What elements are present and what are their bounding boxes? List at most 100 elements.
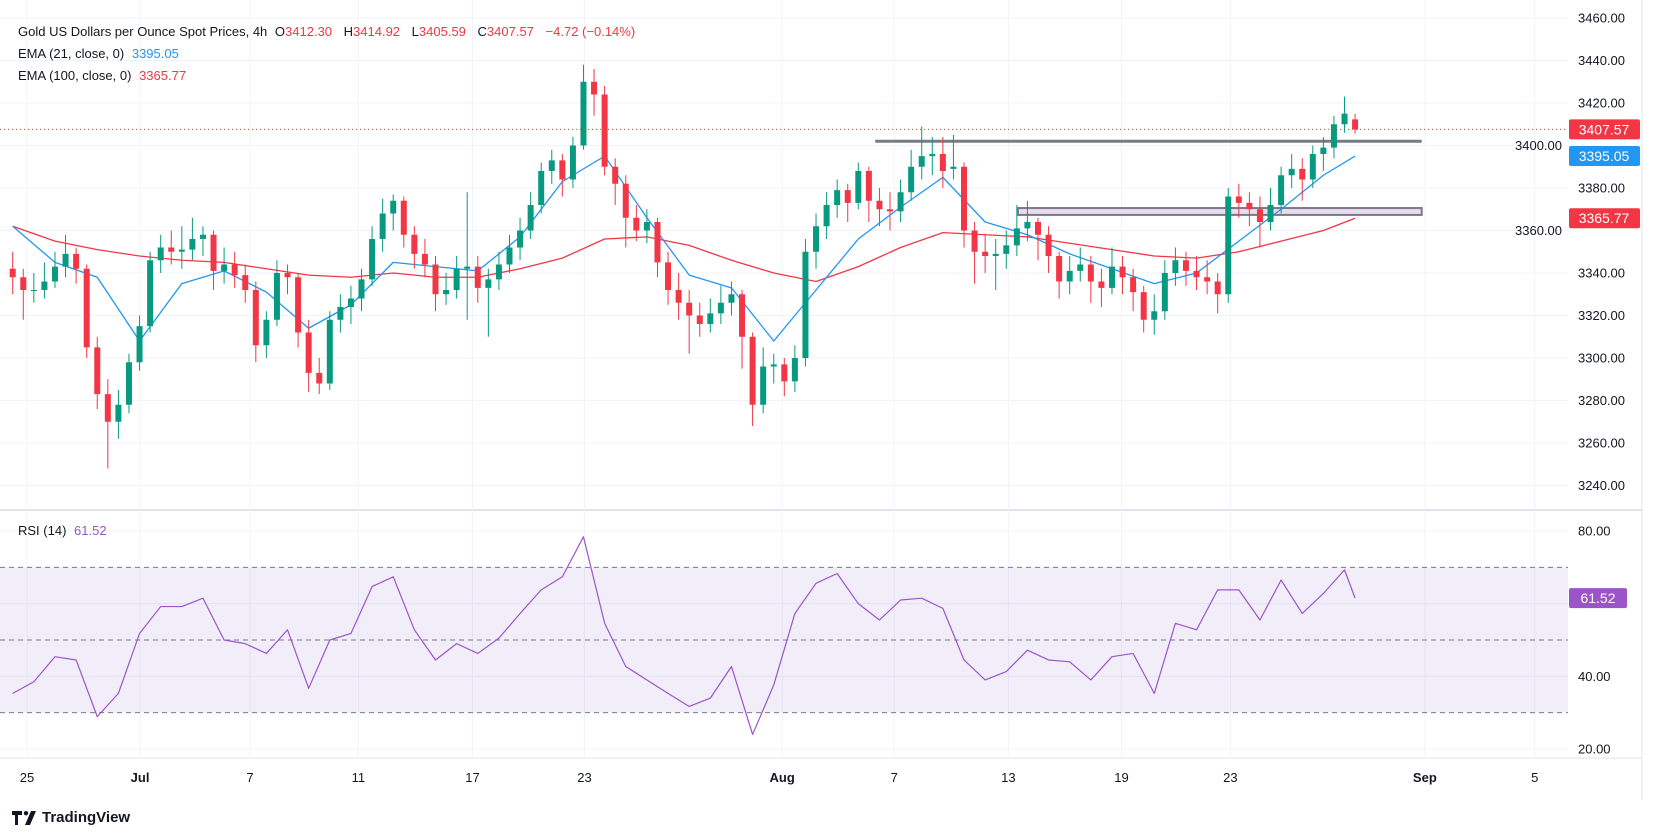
candle-up[interactable] bbox=[1013, 228, 1020, 246]
candle-up[interactable] bbox=[157, 247, 164, 261]
candle-down[interactable] bbox=[559, 160, 566, 180]
candle-up[interactable] bbox=[834, 190, 841, 205]
candle-up[interactable] bbox=[273, 273, 280, 320]
candle-down[interactable] bbox=[1034, 222, 1041, 235]
candle-up[interactable] bbox=[728, 294, 735, 303]
candle-up[interactable] bbox=[221, 264, 228, 271]
candle-down[interactable] bbox=[168, 247, 175, 252]
candle-up[interactable] bbox=[1066, 270, 1073, 282]
candle-up[interactable] bbox=[823, 205, 830, 227]
candle-down[interactable] bbox=[231, 264, 238, 276]
candle-down[interactable] bbox=[601, 94, 608, 167]
candle-up[interactable] bbox=[62, 253, 69, 267]
candle-down[interactable] bbox=[876, 200, 883, 210]
candle-up[interactable] bbox=[390, 200, 397, 214]
candle-up[interactable] bbox=[337, 307, 344, 320]
candle-down[interactable] bbox=[242, 275, 249, 290]
candle-up[interactable] bbox=[813, 226, 820, 252]
candle-down[interactable] bbox=[887, 209, 894, 212]
candle-down[interactable] bbox=[1352, 119, 1359, 130]
candle-up[interactable] bbox=[992, 253, 999, 256]
candle-down[interactable] bbox=[971, 230, 978, 252]
candle-down[interactable] bbox=[20, 277, 27, 290]
candle-down[interactable] bbox=[252, 290, 259, 346]
candle-up[interactable] bbox=[950, 166, 957, 169]
candle-up[interactable] bbox=[464, 266, 471, 269]
rsi-line[interactable] bbox=[12, 536, 1356, 736]
candle-up[interactable] bbox=[178, 249, 185, 252]
candle-up[interactable] bbox=[802, 251, 809, 358]
ema100-legend[interactable]: EMA (100, close, 0) 3365.77 bbox=[18, 68, 190, 84]
candle-down[interactable] bbox=[1235, 196, 1242, 203]
candle-up[interactable] bbox=[527, 205, 534, 231]
candle-up[interactable] bbox=[908, 166, 915, 193]
candle-down[interactable] bbox=[1056, 256, 1063, 282]
candle-up[interactable] bbox=[717, 302, 724, 314]
candle-down[interactable] bbox=[432, 264, 439, 295]
candle-up[interactable] bbox=[453, 268, 460, 290]
candle-up[interactable] bbox=[1288, 168, 1295, 176]
candle-up[interactable] bbox=[1161, 273, 1168, 312]
candle-down[interactable] bbox=[1130, 277, 1137, 293]
candle-up[interactable] bbox=[189, 239, 196, 250]
candle-up[interactable] bbox=[1330, 124, 1337, 148]
candle-up[interactable] bbox=[1151, 311, 1158, 320]
candle-up[interactable] bbox=[1003, 245, 1010, 254]
candle-up[interactable] bbox=[707, 313, 714, 324]
candle-up[interactable] bbox=[125, 362, 132, 405]
candle-up[interactable] bbox=[347, 298, 354, 308]
candle-down[interactable] bbox=[696, 315, 703, 325]
candle-down[interactable] bbox=[665, 262, 672, 290]
candle-up[interactable] bbox=[485, 279, 492, 288]
candle-up[interactable] bbox=[855, 171, 862, 203]
candle-down[interactable] bbox=[1182, 260, 1189, 271]
candle-up[interactable] bbox=[1278, 175, 1285, 205]
candle-up[interactable] bbox=[358, 279, 365, 299]
candle-up[interactable] bbox=[897, 192, 904, 212]
candle-down[interactable] bbox=[1204, 277, 1211, 282]
candle-up[interactable] bbox=[41, 281, 48, 291]
candle-down[interactable] bbox=[83, 268, 90, 348]
candle-down[interactable] bbox=[781, 364, 788, 382]
support-zone[interactable] bbox=[1016, 207, 1423, 216]
candle-down[interactable] bbox=[295, 277, 302, 333]
candle-down[interactable] bbox=[1193, 270, 1200, 278]
candle-up[interactable] bbox=[580, 81, 587, 146]
candle-up[interactable] bbox=[1077, 264, 1084, 271]
candle-up[interactable] bbox=[929, 154, 936, 157]
candle-up[interactable] bbox=[1320, 147, 1327, 154]
candle-down[interactable] bbox=[284, 273, 291, 278]
candle-up[interactable] bbox=[495, 264, 502, 280]
candle-down[interactable] bbox=[94, 347, 101, 395]
candle-up[interactable] bbox=[369, 239, 376, 280]
candle-down[interactable] bbox=[612, 166, 619, 184]
candle-up[interactable] bbox=[1225, 196, 1232, 295]
candle-up[interactable] bbox=[548, 160, 555, 171]
candle-up[interactable] bbox=[379, 213, 386, 240]
candle-up[interactable] bbox=[443, 290, 450, 295]
candle-down[interactable] bbox=[1087, 264, 1094, 282]
candle-down[interactable] bbox=[305, 332, 312, 373]
candle-down[interactable] bbox=[686, 302, 693, 316]
candle-down[interactable] bbox=[1098, 281, 1105, 288]
candle-down[interactable] bbox=[73, 253, 80, 269]
candle-down[interactable] bbox=[739, 294, 746, 337]
candle-down[interactable] bbox=[654, 222, 661, 263]
candle-down[interactable] bbox=[1045, 234, 1052, 256]
candle-down[interactable] bbox=[961, 166, 967, 231]
ema21-legend[interactable]: EMA (21, close, 0) 3395.05 bbox=[18, 46, 183, 62]
candle-up[interactable] bbox=[918, 156, 925, 167]
candle-down[interactable] bbox=[844, 190, 851, 203]
candle-down[interactable] bbox=[1119, 266, 1126, 278]
ema21-line[interactable] bbox=[12, 155, 1356, 342]
candle-up[interactable] bbox=[1108, 266, 1115, 288]
candle-up[interactable] bbox=[569, 145, 576, 180]
candle-down[interactable] bbox=[210, 234, 217, 271]
ema100-line[interactable] bbox=[12, 217, 1356, 283]
candle-down[interactable] bbox=[316, 372, 323, 384]
candle-up[interactable] bbox=[760, 366, 767, 405]
candle-down[interactable] bbox=[104, 394, 111, 422]
candle-up[interactable] bbox=[538, 171, 545, 205]
candle-up[interactable] bbox=[147, 260, 154, 327]
